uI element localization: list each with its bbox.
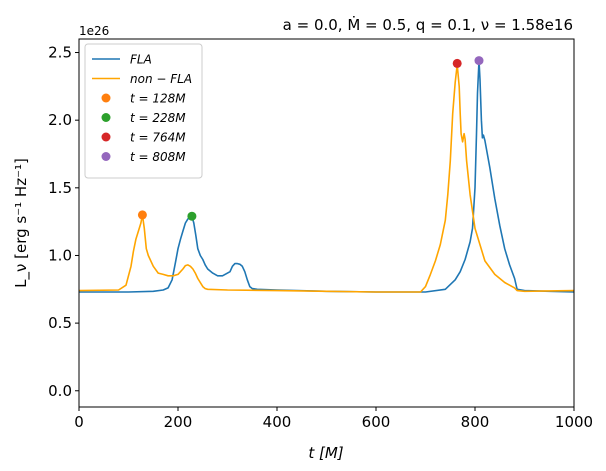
chart-title: a = 0.0, Ṁ = 0.5, q = 0.1, ν = 1.58e16 — [283, 15, 573, 34]
legend-box — [84, 43, 203, 179]
y-tick-label: 2.0 — [48, 111, 72, 129]
legend: FLA non − FLA t = 128M t = 228M t = 764M t = … — [84, 43, 203, 179]
y-axis-label: L_ν [erg s⁻¹ Hz⁻¹] — [12, 158, 31, 288]
legend-label: t = 228M — [130, 111, 186, 125]
y-tick-label: 0.5 — [48, 314, 72, 332]
marker-point-0 — [137, 210, 147, 220]
legend-label: FLA — [130, 53, 152, 67]
legend-label: t = 764M — [130, 131, 186, 145]
marker-layer — [137, 56, 484, 221]
y-tick-label: 1.0 — [48, 246, 72, 264]
y-tick-label: 1.5 — [48, 179, 72, 197]
x-tick-label: 400 — [263, 413, 292, 431]
x-tick-label: 600 — [362, 413, 391, 431]
x-tick-label: 0 — [74, 413, 84, 431]
y-tick-label: 0.0 — [48, 382, 72, 400]
legend-swatch-dot — [101, 132, 111, 142]
legend-label: non − FLA — [130, 72, 192, 86]
y-axis-offset-label: 1e26 — [79, 24, 109, 38]
legend-swatch-dot — [101, 93, 111, 103]
series-line-fla — [79, 59, 575, 293]
legend-swatch-dot — [101, 113, 111, 122]
legend-label: t = 128M — [130, 92, 186, 106]
y-axis-ticks: 0.0 0.5 1.0 1.5 2.0 2.5 — [48, 44, 79, 400]
legend-label: t = 808M — [130, 150, 186, 164]
x-tick-label: 800 — [461, 413, 490, 431]
y-tick-label: 2.5 — [48, 44, 72, 62]
marker-point-3 — [474, 56, 484, 66]
plot-frame — [78, 38, 575, 408]
x-axis-ticks: 0 200 400 600 800 1000 — [74, 407, 593, 431]
x-tick-label: 1000 — [555, 413, 593, 431]
series-layer — [78, 59, 575, 293]
x-axis-label: t [M] — [308, 444, 343, 462]
x-tick-label: 200 — [164, 413, 193, 431]
marker-point-2 — [452, 58, 462, 68]
marker-point-1 — [187, 211, 197, 221]
legend-swatch-dot — [101, 152, 111, 161]
series-line-non-fla — [78, 63, 575, 293]
